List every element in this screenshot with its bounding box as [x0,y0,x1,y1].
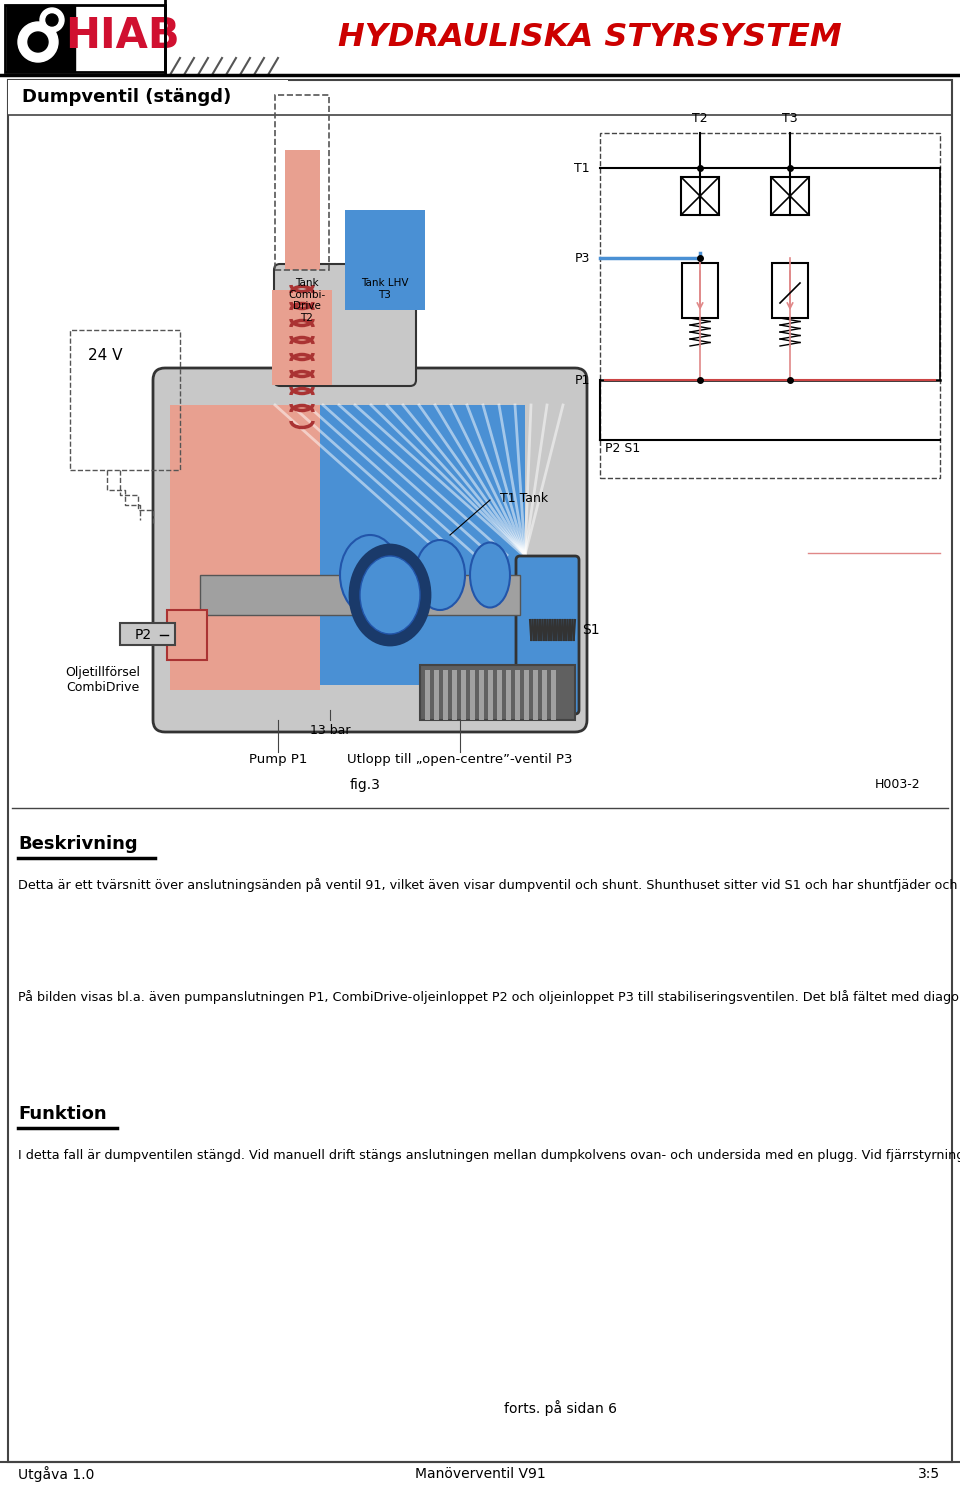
FancyBboxPatch shape [153,368,587,732]
Bar [772,264,808,317]
Bar [0,0,960,74]
Bar [470,670,475,720]
Text: Detta är ett tvärsnitt över anslutningsänden på ventil 91, vilket även visar dum: Detta är ett tvärsnitt över anslutningsä… [18,878,960,893]
Bar [682,264,718,317]
Ellipse shape [350,545,430,645]
Text: P2: P2 [134,627,152,642]
Text: Beskrivning: Beskrivning [18,834,137,852]
Ellipse shape [340,535,400,615]
Text: Tank
Combi-
Drive
T2: Tank Combi- Drive T2 [288,279,325,323]
Bar [170,405,320,690]
Bar [461,670,466,720]
Bar [452,670,457,720]
Text: Utlopp till „open-centre”-ventil P3: Utlopp till „open-centre”-ventil P3 [348,754,573,766]
Bar [7,4,75,72]
Bar [434,670,439,720]
Text: forts. på sidan 6: forts. på sidan 6 [503,1401,616,1416]
Text: 24 V: 24 V [87,347,122,362]
Text: Manöverventil V91: Manöverventil V91 [415,1468,545,1481]
Bar [681,177,719,215]
Text: fig.3: fig.3 [349,778,380,793]
Bar [120,623,175,645]
Ellipse shape [360,556,420,635]
Text: P3: P3 [575,252,590,265]
Text: På bilden visas bl.a. även pumpanslutningen P1, CombiDrive-oljeinloppet P2 och o: På bilden visas bl.a. även pumpanslutnin… [18,989,960,1004]
Bar [542,670,547,720]
Text: 3:5: 3:5 [918,1468,940,1481]
FancyBboxPatch shape [516,556,579,714]
Text: Tank LHV
T3: Tank LHV T3 [361,279,409,299]
Bar [425,670,430,720]
Bar [70,329,180,469]
Text: HIAB: HIAB [64,15,180,57]
Bar [275,405,525,685]
Circle shape [46,13,58,25]
Text: Dumpventil (stängd): Dumpventil (stängd) [22,88,231,106]
Bar [285,150,320,270]
Bar [524,670,529,720]
Bar [506,670,511,720]
Text: P1: P1 [575,374,590,386]
Bar [497,670,502,720]
Bar [345,210,425,310]
Circle shape [28,31,48,52]
Bar [272,291,332,384]
Text: S1: S1 [582,623,600,638]
Text: T1 Tank: T1 Tank [500,492,548,505]
Bar [167,609,207,660]
Bar [515,670,520,720]
Circle shape [40,7,64,31]
Bar [479,670,484,720]
Bar [443,670,448,720]
Ellipse shape [470,542,510,608]
Text: T1: T1 [574,161,590,174]
Bar [488,670,493,720]
Bar [533,670,538,720]
Text: Pump P1: Pump P1 [249,754,307,766]
Text: Funktion: Funktion [18,1106,107,1123]
Text: HYDRAULISKA STYRSYSTEM: HYDRAULISKA STYRSYSTEM [338,21,842,52]
Bar [200,575,520,615]
Text: T2: T2 [692,112,708,125]
Bar [5,4,165,72]
Circle shape [18,22,58,63]
Bar [355,225,415,276]
Ellipse shape [415,539,465,609]
Text: Oljetillförsel
CombiDrive: Oljetillförsel CombiDrive [65,666,140,694]
Text: Utgåva 1.0: Utgåva 1.0 [18,1466,94,1483]
Bar [600,133,940,478]
FancyBboxPatch shape [274,264,416,386]
Bar [771,177,809,215]
Text: T3: T3 [782,112,798,125]
Bar [275,95,329,270]
Text: P2 S1: P2 S1 [605,441,640,454]
Bar [551,670,556,720]
Bar [420,665,575,720]
Text: 13 bar: 13 bar [310,724,350,736]
Bar [8,80,288,115]
Text: I detta fall är dumpventilen stängd. Vid manuell drift stängs anslutningen mella: I detta fall är dumpventilen stängd. Vid… [18,1147,960,1162]
Text: H003-2: H003-2 [875,778,920,791]
